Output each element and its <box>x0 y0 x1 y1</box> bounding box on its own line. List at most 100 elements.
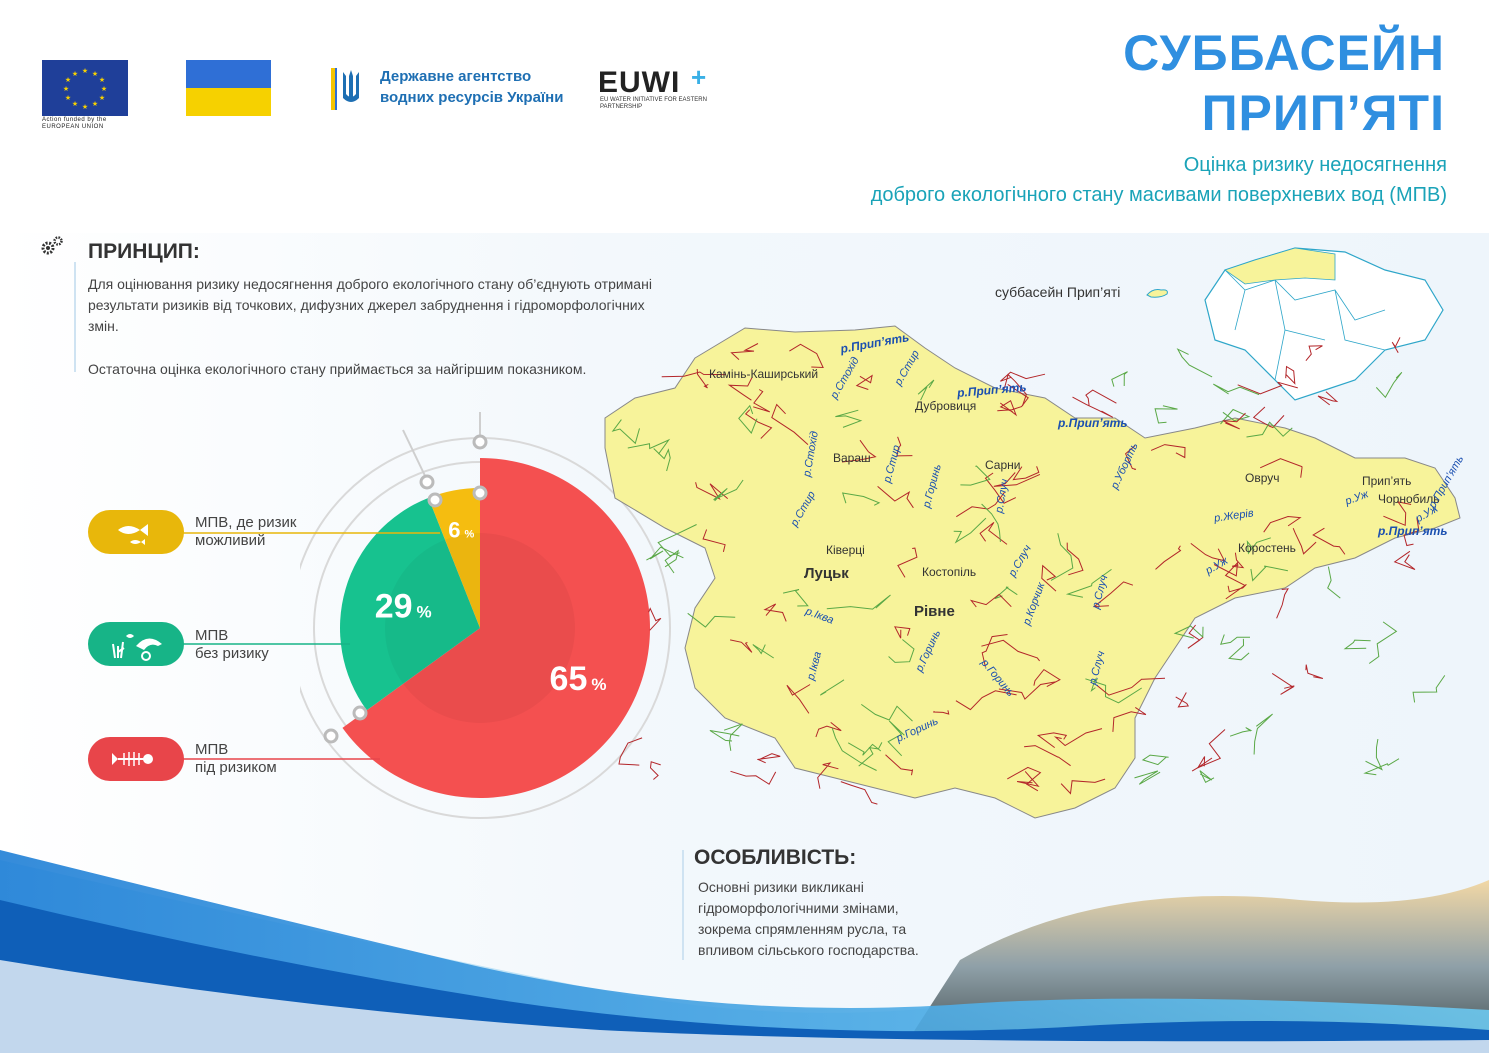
river-line <box>956 491 1006 518</box>
river-line <box>649 761 661 780</box>
river-line <box>1229 727 1253 737</box>
river-line <box>960 465 991 486</box>
river-line <box>1090 678 1098 692</box>
river-line <box>1312 527 1346 555</box>
legend-possible-line2: можливий <box>195 532 266 549</box>
pie-marker <box>427 492 443 508</box>
river-line <box>1085 678 1142 704</box>
svg-text:★: ★ <box>92 70 98 78</box>
river-line <box>1292 528 1317 555</box>
euwi-caption: EU WATER INITIATIVE FOR EASTERN PARTNERS… <box>600 97 707 110</box>
legend-at-risk-label: МПВ під ризиком <box>195 741 277 777</box>
river-line <box>627 438 671 455</box>
map-place-label: Дубровиця <box>915 399 977 413</box>
river-line <box>1096 677 1166 696</box>
bottom-wave-decoration <box>0 850 1489 1053</box>
river-line <box>1253 713 1273 755</box>
river-line <box>997 383 1029 412</box>
pie-slice <box>428 488 480 628</box>
river-line <box>955 690 1017 711</box>
svg-text:★: ★ <box>72 70 78 78</box>
river-line <box>1375 371 1403 399</box>
river-line <box>888 639 915 663</box>
svg-text:★: ★ <box>82 103 88 111</box>
svg-text:★: ★ <box>65 94 71 102</box>
river-line <box>730 770 777 785</box>
river-network <box>611 337 1446 805</box>
river-line <box>618 737 643 766</box>
inset-legend-swatch <box>1146 289 1168 298</box>
river-line <box>1041 564 1057 592</box>
legend-no-risk-pill <box>88 622 184 666</box>
river-line <box>998 681 1056 700</box>
river-line <box>723 723 743 751</box>
ukraine-flag-logo <box>186 60 271 116</box>
river-line <box>1111 371 1128 387</box>
principle-heading: ПРИНЦИП: <box>88 240 200 263</box>
svg-text:★: ★ <box>63 85 69 93</box>
feature-text: Основні ризики викликані гідроморфологіч… <box>698 877 968 961</box>
river-line <box>1220 634 1251 645</box>
river-line <box>1220 408 1251 425</box>
river-line <box>730 343 759 360</box>
legend-at-risk-pill <box>88 737 184 781</box>
river-line <box>1033 668 1061 688</box>
river-line <box>981 634 1008 668</box>
river-line <box>1271 672 1295 695</box>
river-line <box>1065 568 1112 598</box>
river-line <box>1141 754 1169 766</box>
river-line <box>855 374 873 390</box>
inset-map-label: суббасейн Прип’яті <box>995 284 1121 300</box>
euwi-plus: + <box>691 62 707 92</box>
legend-possible-line1: МПВ, де ризик <box>195 514 297 531</box>
page-title-line2: ПРИП’ЯТІ <box>1201 85 1445 141</box>
map-river-label: р.Прип’ять <box>1378 524 1448 538</box>
legend-norisk-line2: без ризику <box>195 645 269 662</box>
river-line <box>1085 389 1117 406</box>
euwi-logo: EUWI <box>598 66 681 99</box>
river-line <box>1175 692 1190 708</box>
river-line <box>1225 583 1247 600</box>
river-line <box>831 728 877 771</box>
river-line <box>702 529 726 553</box>
river-line <box>1222 412 1246 430</box>
pie-slice <box>339 497 480 711</box>
river-line <box>1190 543 1226 562</box>
pie-marker <box>472 434 488 450</box>
legend-leader-lines <box>180 532 440 760</box>
river-line <box>1155 545 1182 570</box>
river-line <box>1053 728 1103 747</box>
river-line <box>648 607 662 631</box>
map-place-label: Сарни <box>985 458 1021 472</box>
map-city-label: Луцьк <box>804 565 849 582</box>
fish-icon <box>118 524 148 545</box>
fish-skeleton-icon <box>112 752 153 766</box>
svg-text:★: ★ <box>99 76 105 84</box>
svg-text:★: ★ <box>82 67 88 75</box>
river-line <box>1124 445 1137 470</box>
river-line <box>1305 664 1324 679</box>
river-line <box>979 522 1008 545</box>
river-line <box>981 503 1001 543</box>
svg-text:★: ★ <box>65 76 71 84</box>
river-line <box>993 472 1041 487</box>
river-line <box>1176 348 1213 378</box>
river-line <box>782 589 809 607</box>
river-line <box>994 586 1018 600</box>
map-city-label: Рівне <box>914 603 955 620</box>
pripyat-basin-map <box>604 325 1461 819</box>
map-place-label: Овруч <box>1245 471 1280 485</box>
legend-norisk-line1: МПВ <box>195 627 229 644</box>
river-line <box>1393 550 1416 570</box>
river-line <box>709 730 740 742</box>
river-line <box>815 722 842 738</box>
svg-text:★: ★ <box>101 85 107 93</box>
legend-risk-line1: МПВ <box>195 741 229 758</box>
river-line <box>1259 458 1303 478</box>
river-line <box>713 479 744 502</box>
feature-line2: гідроморфологічними змінами, <box>698 900 899 916</box>
river-line <box>840 781 878 805</box>
pie-marker <box>352 705 368 721</box>
river-line <box>1016 771 1040 788</box>
feature-line1: Основні ризики викликані <box>698 879 864 895</box>
